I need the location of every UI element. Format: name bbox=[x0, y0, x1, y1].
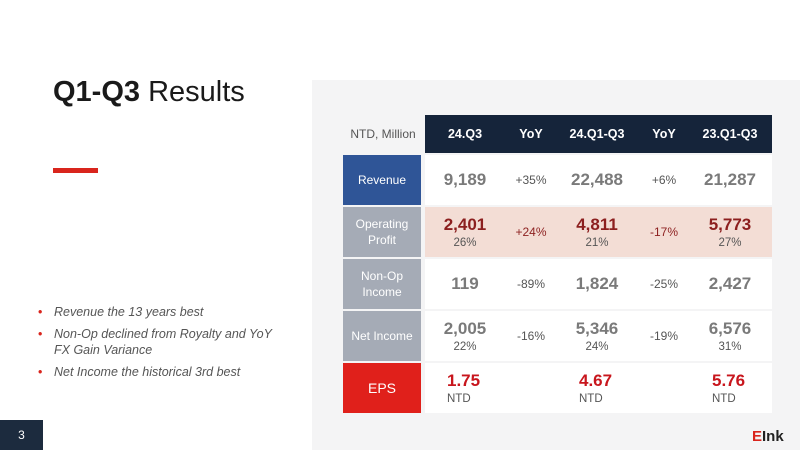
row-background bbox=[425, 363, 772, 413]
row-label: Non-Op Income bbox=[343, 259, 421, 309]
cell-subvalue: 27% bbox=[718, 237, 742, 249]
cell-value: -25% bbox=[649, 277, 678, 291]
table-cell: 1,824 bbox=[564, 259, 630, 309]
table-cell: 5,773 27% bbox=[697, 207, 763, 257]
cell-subvalue: 21% bbox=[585, 237, 609, 249]
cell-value: 21,287 bbox=[704, 170, 756, 189]
table-cell: 5,346 24% bbox=[564, 311, 630, 361]
cell-value: -89% bbox=[516, 277, 545, 291]
cell-value: 4.67 bbox=[579, 371, 613, 390]
cell-value: -17% bbox=[649, 225, 678, 239]
table-cell: 1.75 NTD bbox=[432, 363, 498, 413]
table-cell: 22,488 bbox=[564, 155, 630, 205]
table-cell bbox=[498, 363, 564, 413]
table-cell: -16% bbox=[498, 311, 564, 361]
table-cell: -89% bbox=[498, 259, 564, 309]
table-header bbox=[425, 115, 772, 153]
table-cell: -25% bbox=[631, 259, 697, 309]
cell-value: -16% bbox=[516, 329, 545, 343]
column-header: 24.Q1-Q3 bbox=[569, 127, 625, 141]
cell-subvalue: NTD bbox=[712, 393, 736, 405]
table-cell: 2,005 22% bbox=[432, 311, 498, 361]
logo-mark: E bbox=[752, 428, 763, 445]
column-header: YoY bbox=[519, 127, 543, 141]
cell-value: -19% bbox=[649, 329, 678, 343]
cell-value: 2,401 bbox=[443, 215, 487, 234]
cell-value: 2,427 bbox=[708, 274, 752, 293]
cell-subvalue: NTD bbox=[579, 393, 603, 405]
cell-value: 5,773 bbox=[708, 215, 752, 234]
column-header: 24.Q3 bbox=[447, 127, 483, 141]
title-underline bbox=[53, 168, 98, 173]
cell-subvalue: NTD bbox=[447, 393, 471, 405]
cell-value: 4,811 bbox=[576, 215, 618, 234]
row-label: Revenue bbox=[343, 155, 421, 205]
slide-title: Q1-Q3 Results bbox=[53, 76, 245, 109]
unit-label: NTD, Million bbox=[350, 127, 416, 141]
table-cell: 4,811 21% bbox=[564, 207, 630, 257]
row-background bbox=[425, 155, 772, 205]
table-cell: -19% bbox=[631, 311, 697, 361]
table-cell: -17% bbox=[631, 207, 697, 257]
table-cell: +24% bbox=[498, 207, 564, 257]
column-header: YoY bbox=[652, 127, 676, 141]
bullet: Revenue the 13 years best bbox=[38, 304, 288, 320]
row-label: Operating Profit bbox=[343, 207, 421, 257]
cell-value: +35% bbox=[515, 173, 547, 187]
cell-value: 9,189 bbox=[443, 170, 487, 189]
cell-value: +24% bbox=[515, 225, 547, 239]
title-bold: Q1-Q3 bbox=[53, 76, 141, 108]
row-label: EPS bbox=[343, 363, 421, 413]
table-cell: +6% bbox=[631, 155, 697, 205]
cell-value: 2,005 bbox=[443, 319, 487, 338]
cell-value: 5,346 bbox=[575, 319, 619, 338]
column-header: 23.Q1-Q3 bbox=[702, 127, 758, 141]
bullet-list: Revenue the 13 years best Non-Op declined… bbox=[38, 304, 288, 386]
logo: EInk bbox=[752, 428, 784, 445]
cell-value: 1.75 bbox=[447, 371, 481, 390]
table-cell: 119 bbox=[432, 259, 498, 309]
logo-text: Ink bbox=[762, 428, 784, 445]
cell-subvalue: 31% bbox=[718, 341, 742, 353]
bullet: Non-Op declined from Royalty and YoY FX … bbox=[38, 326, 288, 358]
table-cell: 4.67 NTD bbox=[564, 363, 630, 413]
table-cell: 5.76 NTD bbox=[697, 363, 763, 413]
cell-value: +6% bbox=[651, 173, 677, 187]
cell-value: 5.76 bbox=[712, 371, 746, 390]
row-background bbox=[425, 259, 772, 309]
page-number: 3 bbox=[0, 420, 43, 450]
cell-subvalue: 22% bbox=[453, 341, 477, 353]
cell-value: 119 bbox=[451, 274, 479, 293]
table-cell: 21,287 bbox=[697, 155, 763, 205]
title-rest: Results bbox=[148, 76, 245, 108]
bullet: Net Income the historical 3rd best bbox=[38, 364, 288, 380]
cell-value: 22,488 bbox=[571, 170, 623, 189]
table-cell: +35% bbox=[498, 155, 564, 205]
row-label: Net Income bbox=[343, 311, 421, 361]
table-cell: 2,401 26% bbox=[432, 207, 498, 257]
table-cell: 6,576 31% bbox=[697, 311, 763, 361]
cell-subvalue: 24% bbox=[585, 341, 609, 353]
cell-subvalue: 26% bbox=[453, 237, 477, 249]
cell-value: 1,824 bbox=[575, 274, 619, 293]
table-cell bbox=[631, 363, 697, 413]
table-cell: 9,189 bbox=[432, 155, 498, 205]
row-highlight bbox=[425, 207, 772, 257]
table-cell: 2,427 bbox=[697, 259, 763, 309]
row-background bbox=[425, 311, 772, 361]
cell-value: 6,576 bbox=[708, 319, 752, 338]
